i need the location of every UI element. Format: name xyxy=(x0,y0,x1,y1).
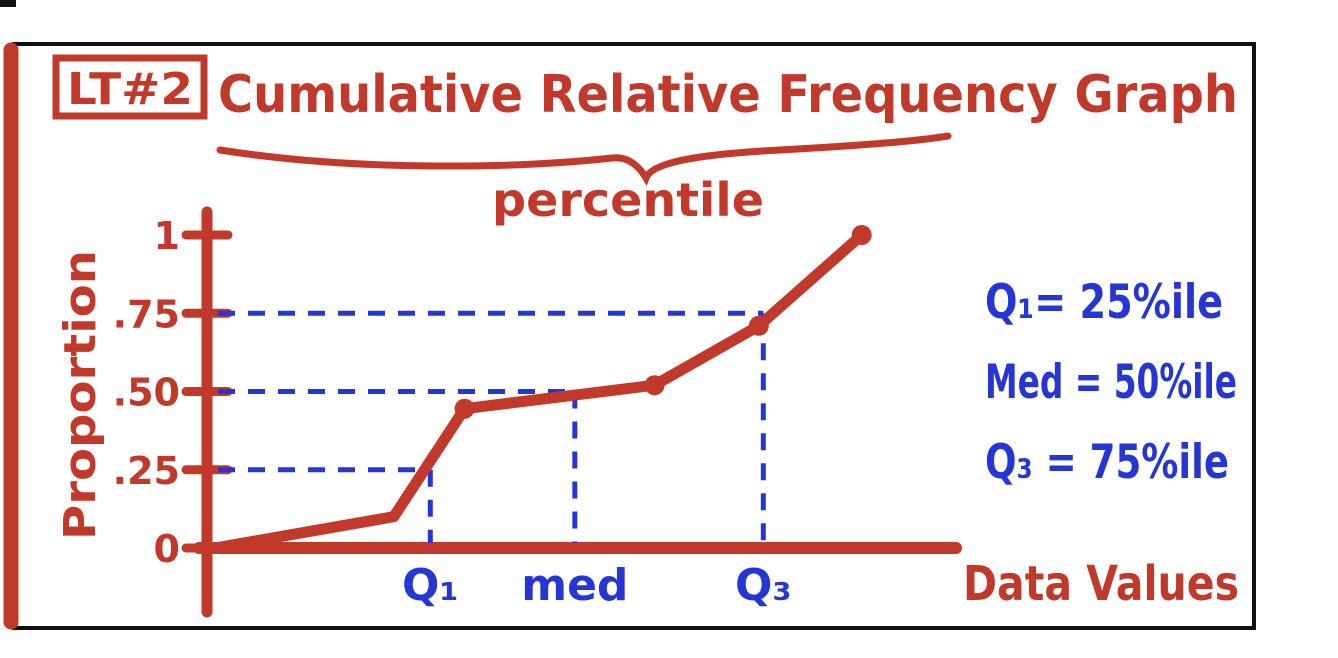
y-tick-label: 0 xyxy=(154,527,180,571)
title-underline xyxy=(216,132,952,186)
x-tick-label-Q₃: Q₃ xyxy=(735,560,792,611)
badge-label: LT#2 xyxy=(67,64,193,115)
chart-title: Cumulative Relative Frequency Graph xyxy=(218,65,1238,125)
curve-dot xyxy=(748,315,769,336)
annotation-line-0: Q₁= 25%ile xyxy=(985,275,1223,330)
y-tick-label: .25 xyxy=(113,449,180,493)
curve-dot xyxy=(851,225,872,245)
annotation-line-2: Q₃ = 75%ile xyxy=(985,435,1229,490)
scan-artifact xyxy=(0,0,16,7)
y-tick-label: 1 xyxy=(154,214,180,258)
outer-border xyxy=(12,42,1256,630)
y-tick-label: .75 xyxy=(113,292,180,336)
x-tick-label-med: med xyxy=(521,560,628,611)
quartile-guides: Q₁ med Q₃ xyxy=(218,310,792,611)
x-tick-label-Q₁: Q₁ xyxy=(402,560,459,611)
cumulative-curve xyxy=(209,229,868,554)
y-tick-label: .50 xyxy=(113,371,180,415)
curve-dot xyxy=(454,398,475,419)
curve-dot xyxy=(644,375,665,396)
percentile-label: percentile xyxy=(492,173,764,227)
y-axis-label: Proportion xyxy=(55,250,106,540)
badge-box xyxy=(52,54,208,120)
curve-dots xyxy=(454,225,872,419)
x-axis-label: Data Values xyxy=(963,556,1239,612)
annotation-line-1: Med = 50%ile xyxy=(985,355,1237,410)
percentile-annotations: Q₁= 25%ile Med = 50%ile Q₃ = 75%ile xyxy=(985,275,1237,490)
